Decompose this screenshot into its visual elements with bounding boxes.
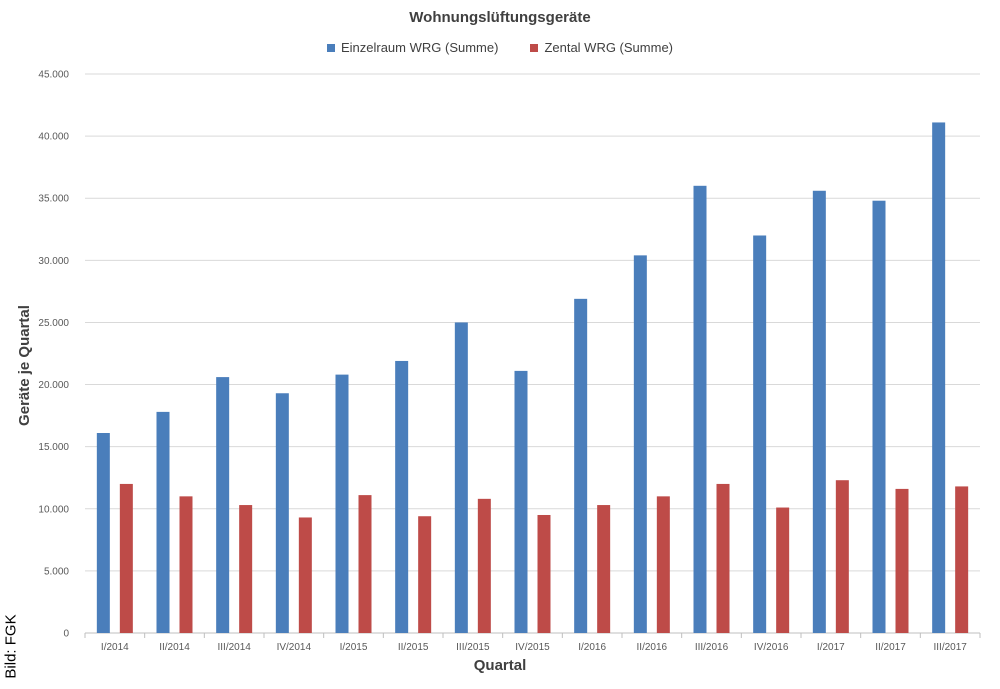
legend-item-einzelraum: Einzelraum WRG (Summe) <box>326 40 499 55</box>
x-axis-title: Quartal <box>473 657 527 674</box>
x-tick-label: I/2017 <box>817 642 845 653</box>
bar-einzelraum <box>216 377 230 633</box>
bar-zentral <box>716 483 730 633</box>
bar-zentral <box>895 488 909 633</box>
bar-einzelraum <box>753 235 767 633</box>
x-tick-label: III/2017 <box>933 642 967 653</box>
x-tick-label: III/2016 <box>695 642 729 653</box>
bar-zentral <box>835 480 849 633</box>
bar-zentral <box>955 486 969 633</box>
bar-zentral <box>656 496 670 633</box>
y-tick-label: 35.000 <box>38 194 69 205</box>
chart-title: Wohnungslüftungsgeräte <box>409 9 591 26</box>
bar-zentral <box>179 496 193 633</box>
bar-einzelraum <box>514 370 528 633</box>
image-credit-wrapper: Bild: FGK <box>0 606 22 686</box>
bar-zentral <box>119 483 133 633</box>
y-axis-title-wrapper: Geräte je Quartal <box>14 245 34 485</box>
legend: Einzelraum WRG (Summe) Zental WRG (Summe… <box>0 40 1000 55</box>
bar-einzelraum <box>156 411 170 633</box>
bar-zentral <box>358 495 372 633</box>
bar-einzelraum <box>633 255 647 633</box>
bar-zentral <box>239 505 253 633</box>
y-tick-label: 25.000 <box>38 318 69 329</box>
y-axis-title: Geräte je Quartal <box>15 304 33 426</box>
y-tick-label: 40.000 <box>38 132 69 143</box>
x-tick-label: IV/2015 <box>515 642 550 653</box>
x-tick-label: II/2015 <box>398 642 429 653</box>
x-tick-label: III/2014 <box>217 642 251 653</box>
bar-einzelraum <box>335 374 349 633</box>
y-tick-label: 5.000 <box>44 566 69 577</box>
x-tick-label: II/2017 <box>875 642 906 653</box>
legend-label-zentral: Zental WRG (Summe) <box>544 40 674 55</box>
bar-einzelraum <box>275 393 289 633</box>
y-tick-label: 20.000 <box>38 380 69 391</box>
x-tick-label: II/2014 <box>159 642 190 653</box>
bar-einzelraum <box>932 122 946 634</box>
legend-swatch-zentral <box>530 43 539 52</box>
bar-einzelraum <box>872 200 886 633</box>
bar-einzelraum <box>454 322 468 633</box>
bar-zentral <box>298 517 312 633</box>
legend-item-zentral: Zental WRG (Summe) <box>530 40 673 55</box>
x-tick-label: IV/2016 <box>754 642 789 653</box>
y-tick-label: 45.000 <box>38 70 69 81</box>
bar-einzelraum <box>693 185 707 634</box>
legend-label-einzelraum: Einzelraum WRG (Summe) <box>340 40 499 55</box>
y-tick-label: 30.000 <box>38 256 69 267</box>
bar-zentral <box>597 505 611 633</box>
x-tick-label: III/2015 <box>456 642 490 653</box>
bar-zentral <box>418 516 432 633</box>
x-tick-label: II/2016 <box>637 642 668 653</box>
bar-zentral <box>477 498 491 633</box>
x-tick-label: IV/2014 <box>277 642 312 653</box>
bar-einzelraum <box>395 360 409 633</box>
x-tick-label: I/2015 <box>340 642 368 653</box>
y-tick-label: 0 <box>63 629 69 640</box>
y-tick-label: 15.000 <box>38 442 69 453</box>
bar-einzelraum <box>574 298 588 633</box>
x-tick-label: I/2014 <box>101 642 129 653</box>
bar-zentral <box>776 507 790 633</box>
image-credit: Bild: FGK <box>2 613 20 679</box>
bar-zentral <box>537 514 551 633</box>
x-tick-label: I/2016 <box>578 642 606 653</box>
legend-swatch-einzelraum <box>326 43 335 52</box>
y-tick-label: 10.000 <box>38 504 69 515</box>
bar-einzelraum <box>812 190 826 633</box>
bar-einzelraum <box>96 433 110 633</box>
